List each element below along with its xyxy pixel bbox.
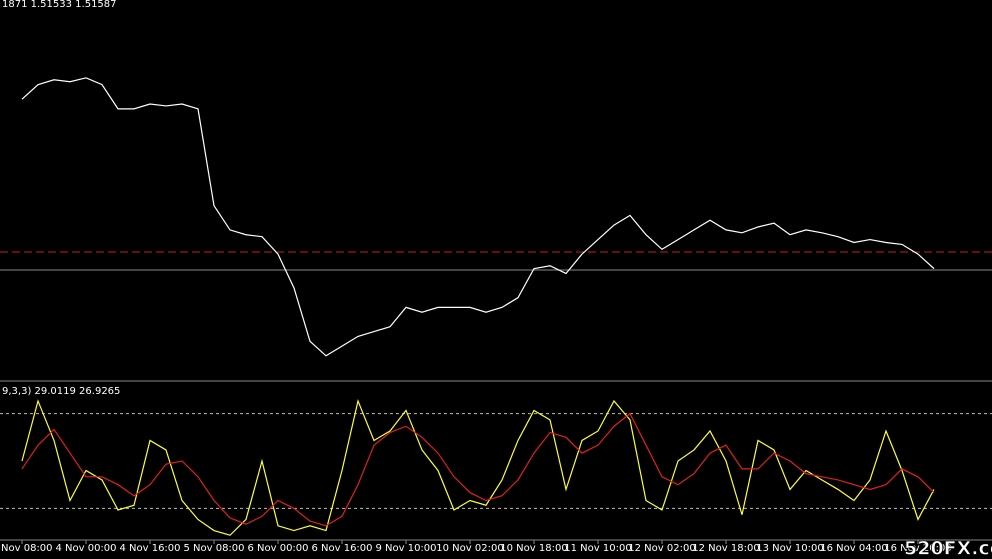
x-tick-label: 6 Nov 16:00 xyxy=(311,543,372,554)
x-tick-label: 16 Nov 20:00 xyxy=(884,543,951,554)
x-tick-label: 10 Nov 18:00 xyxy=(500,543,567,554)
x-tick-label: 12 Nov 02:00 xyxy=(628,543,695,554)
x-tick-label: 4 Nov 16:00 xyxy=(119,543,180,554)
price-header: 1871 1.51533 1.51587 xyxy=(2,0,117,10)
x-tick-label: 9 Nov 10:00 xyxy=(375,543,436,554)
watermark: 520FX.com xyxy=(904,538,992,559)
x-tick-label: 3 Nov 08:00 xyxy=(0,543,53,554)
x-tick-label: 13 Nov 10:00 xyxy=(756,543,823,554)
x-tick-label: 11 Nov 10:00 xyxy=(564,543,631,554)
series-line xyxy=(21,412,935,527)
x-tick-label: 6 Nov 00:00 xyxy=(247,543,308,554)
indicator-header: 9,3,3) 29.0119 26.9265 xyxy=(2,386,120,397)
x-tick-label: 16 Nov 04:00 xyxy=(820,543,887,554)
x-tick-label: 12 Nov 18:00 xyxy=(692,543,759,554)
series-line xyxy=(21,77,935,357)
series-line xyxy=(21,398,935,536)
x-tick-label: 10 Nov 02:00 xyxy=(436,543,503,554)
x-tick-label: 4 Nov 00:00 xyxy=(55,543,116,554)
x-tick-label: 5 Nov 08:00 xyxy=(183,543,244,554)
